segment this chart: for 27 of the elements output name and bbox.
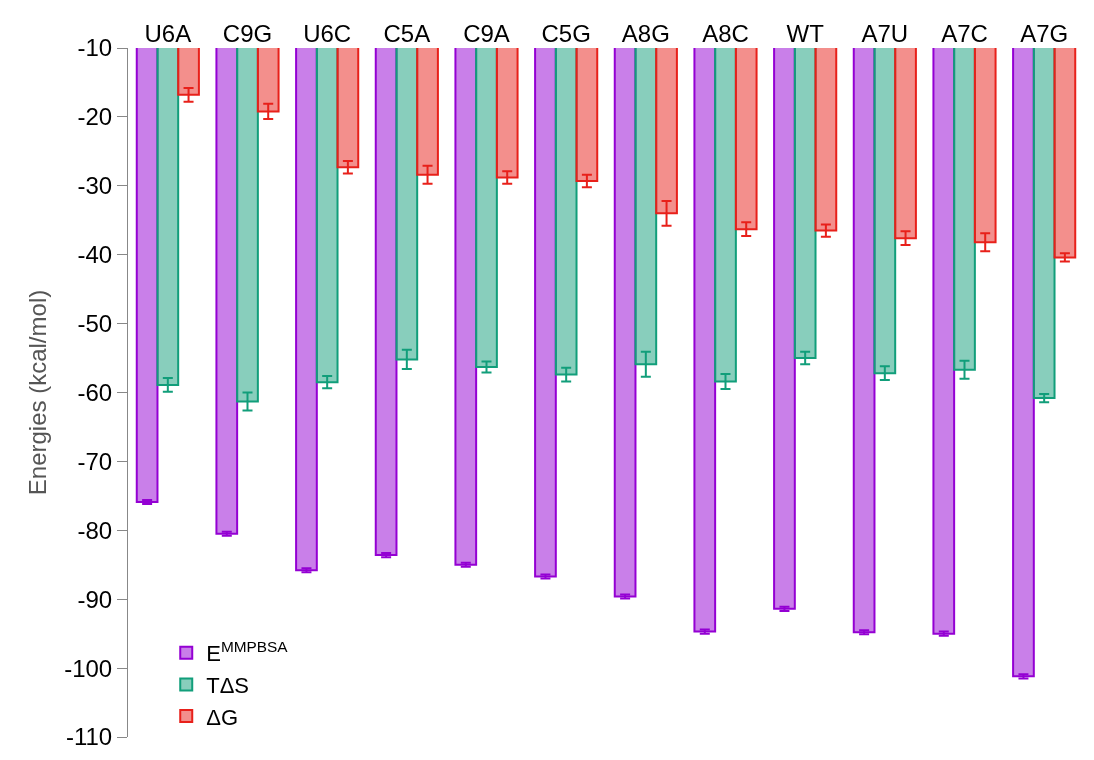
x-tick-label: C5A: [383, 20, 431, 48]
y-tick-label: -70: [77, 447, 113, 475]
y-tick-label: -100: [64, 654, 113, 682]
y-tick-label: -10: [77, 34, 113, 62]
x-tick-label: A7C: [941, 20, 988, 48]
y-tick-label: -20: [77, 103, 113, 131]
y-tick-label: -80: [77, 516, 113, 544]
x-tick-label: C9G: [222, 20, 273, 48]
x-tick-label: U6A: [144, 20, 192, 48]
y-tick-label: -30: [77, 172, 113, 200]
x-tick-label: WT: [786, 20, 825, 48]
x-tick-label: A8G: [621, 20, 670, 48]
y-tick-label: -90: [77, 585, 113, 613]
y-tick-label: -50: [77, 310, 113, 337]
x-tick-label: C9A: [463, 20, 510, 48]
y-tick-label: -110: [65, 723, 113, 751]
y-axis-title: Energies (kcal/mol): [24, 289, 52, 496]
x-tick-label: A7G: [1020, 20, 1069, 48]
legend-label: ΔG: [206, 704, 239, 730]
x-tick-label: U6C: [303, 20, 352, 48]
legend-label: E$^{MMPBSA}$: [206, 638, 289, 667]
y-tick-label: -40: [77, 241, 113, 269]
x-tick-label: C5G: [541, 20, 591, 48]
x-tick-label: A8C: [702, 20, 749, 48]
legend-label: TΔS: [206, 672, 250, 698]
y-tick-label: -60: [77, 378, 113, 406]
x-tick-label: A7U: [861, 20, 909, 48]
